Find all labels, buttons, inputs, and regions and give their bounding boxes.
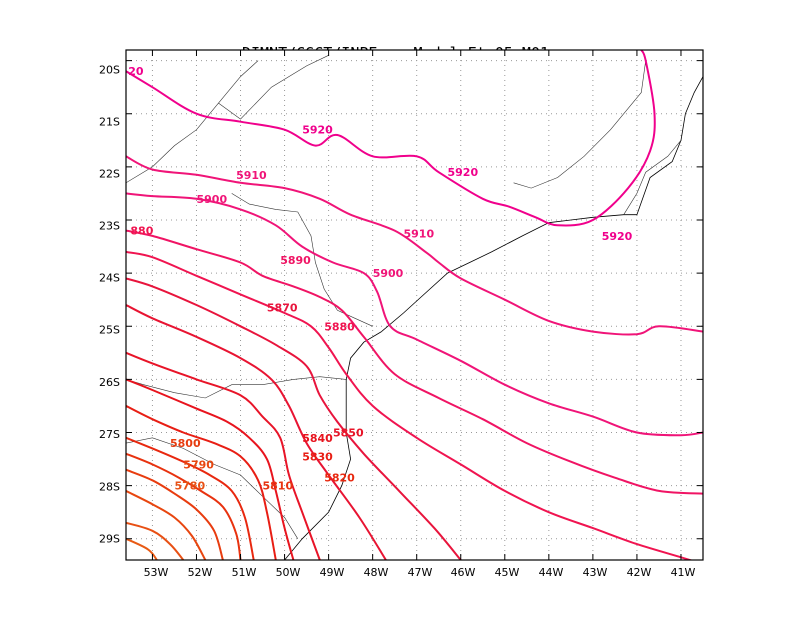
lon-label-41w: 41W: [671, 566, 696, 579]
contour-label-layer: 20 5920 5920 5920 5910 5910 5900 5900 5890 880 588…: [128, 65, 632, 492]
lat-label-29s: 29S: [99, 533, 120, 546]
lat-label-23s: 23S: [99, 220, 120, 233]
lon-label-50w: 50W: [276, 566, 301, 579]
lat-label-27s: 27S: [99, 428, 120, 441]
contour-label: 5840: [302, 432, 333, 445]
contour-label: 5800: [170, 437, 201, 450]
state-border: [218, 55, 329, 120]
lon-label-53w: 53W: [144, 566, 169, 579]
contour-5840: [126, 378, 295, 560]
contour-5900: [126, 192, 703, 437]
contour-5910: [126, 155, 703, 336]
contour-5920: [126, 50, 656, 227]
plot-frame: [125, 49, 704, 561]
contour-label: 5890: [280, 254, 311, 267]
contour-5830: [126, 404, 277, 560]
lon-label-52w: 52W: [188, 566, 213, 579]
contour-label: 5910: [404, 227, 435, 240]
state-border: [513, 60, 646, 189]
lat-label-28s: 28S: [99, 481, 120, 494]
lon-label-45w: 45W: [495, 566, 520, 579]
contour-5820: [126, 436, 255, 560]
contour-5800: [126, 468, 224, 560]
contour-label: 5790: [183, 458, 214, 471]
contour-label: 20: [128, 65, 144, 78]
lat-label-24s: 24S: [99, 272, 120, 285]
coastline: [381, 76, 703, 332]
lat-label-21s: 21S: [99, 116, 120, 129]
contour-5860: [126, 304, 387, 560]
state-border: [126, 60, 259, 184]
contour-5790: [126, 489, 207, 560]
lon-label-42w: 42W: [627, 566, 652, 579]
contour-label: 880: [130, 225, 153, 238]
lon-label-43w: 43W: [583, 566, 608, 579]
contour-5780: [126, 521, 185, 560]
lon-label-47w: 47W: [408, 566, 433, 579]
contour-label: 5870: [267, 302, 298, 315]
contour-layer: [126, 50, 703, 560]
contour-label: 5850: [333, 427, 364, 440]
plot-background: [126, 50, 703, 560]
lon-label-49w: 49W: [320, 566, 345, 579]
lat-label-22s: 22S: [99, 168, 120, 181]
contour-label: 5900: [373, 267, 404, 280]
graticule: [126, 50, 703, 560]
contour-label: 5920: [448, 166, 479, 179]
state-border: [126, 376, 347, 399]
longitude-labels: 53W 52W 51W 50W 49W 48W 47W 46W 45W 44W …: [144, 566, 696, 579]
contour-label: 5920: [302, 124, 333, 137]
lat-label-25s: 25S: [99, 324, 120, 337]
latitude-labels: 20S 21S 22S 23S 24S 25S 26S 27S 28S 29S: [99, 64, 120, 546]
contour-5850: [126, 351, 321, 560]
contour-5880: [126, 250, 694, 560]
contour-5890: [126, 229, 703, 495]
contour-label: 5920: [602, 230, 633, 243]
lat-label-26s: 26S: [99, 376, 120, 389]
contour-label: 5910: [236, 169, 267, 182]
contour-label: 5900: [197, 193, 228, 206]
contour-label: 5880: [324, 320, 355, 333]
axis-ticks: [126, 50, 703, 560]
contour-label: 5810: [263, 480, 294, 493]
contour-5770: [126, 537, 158, 560]
lat-label-20s: 20S: [99, 64, 120, 77]
lon-label-46w: 46W: [451, 566, 476, 579]
lon-label-44w: 44W: [539, 566, 564, 579]
state-border: [623, 140, 682, 215]
lon-label-48w: 48W: [364, 566, 389, 579]
lon-label-51w: 51W: [232, 566, 257, 579]
contour-label: 5820: [324, 472, 355, 485]
contour-5870: [126, 277, 462, 560]
contour-5810: [126, 452, 242, 560]
contour-label: 5780: [175, 480, 206, 493]
contour-label: 5830: [302, 450, 333, 463]
